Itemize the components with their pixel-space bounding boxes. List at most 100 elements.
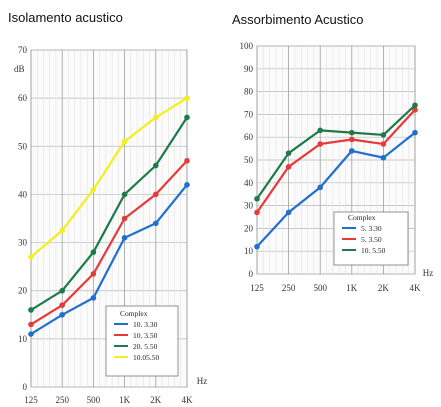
data-point <box>28 331 34 337</box>
series-line <box>30 97 188 258</box>
y-tick-label: 90 <box>244 64 254 74</box>
data-point <box>349 148 355 154</box>
data-point <box>28 321 34 328</box>
y-tick-label: 70 <box>18 45 28 55</box>
data-point <box>90 186 97 193</box>
data-point <box>153 162 159 169</box>
x-tick-label: 125 <box>250 283 264 293</box>
y-axis-label: dB <box>14 64 25 74</box>
y-tick-label: 60 <box>18 93 28 103</box>
data-point <box>412 107 418 113</box>
data-point <box>349 136 355 143</box>
series-line <box>256 104 416 200</box>
data-point <box>254 195 260 202</box>
data-point <box>184 182 190 188</box>
x-axis-label: Hz <box>197 376 208 386</box>
x-tick-label: 500 <box>313 283 327 293</box>
data-point <box>184 157 190 164</box>
data-point <box>317 127 324 134</box>
y-tick-label: 70 <box>244 109 254 119</box>
y-tick-label: 0 <box>249 269 254 279</box>
data-point <box>380 141 387 147</box>
legend-label: 5. 3.30 <box>361 224 382 233</box>
data-point <box>380 154 387 161</box>
data-point <box>349 129 355 136</box>
data-point <box>317 184 324 191</box>
legend-title: Complex <box>348 213 376 222</box>
data-point <box>59 311 65 318</box>
data-point <box>28 254 34 260</box>
x-tick-label: 250 <box>282 283 296 293</box>
legend-label: 10. 5.50 <box>361 246 386 255</box>
series-line <box>30 184 188 335</box>
y-tick-label: 40 <box>18 189 28 199</box>
series-line <box>30 159 188 326</box>
x-tick-label: 125 <box>24 395 38 405</box>
y-tick-label: 40 <box>244 178 254 188</box>
data-point <box>380 132 387 138</box>
y-tick-label: 30 <box>18 238 28 248</box>
data-point <box>59 302 65 308</box>
chart-isolamento: Isolamento acustico 0 10 20 30 40 50 60 70 125 250… <box>8 10 207 405</box>
data-point <box>90 271 97 277</box>
data-point <box>254 209 260 216</box>
chart-title: Isolamento acustico <box>8 10 123 25</box>
data-point <box>59 227 65 234</box>
y-tick-label: 60 <box>244 132 254 142</box>
y-tick-label: 30 <box>244 201 254 211</box>
legend-title: Complex <box>120 309 148 318</box>
legend: Complex 5. 3.30 5. 3.50 10. 5.50 <box>333 211 409 266</box>
series-line <box>30 116 188 311</box>
y-tick-label: 10 <box>18 334 28 344</box>
data-point <box>90 249 97 255</box>
x-tick-label: 2K <box>150 395 162 405</box>
legend-label: 20. 5.50 <box>133 342 158 351</box>
y-tick-label: 80 <box>244 87 254 97</box>
legend-label: 10. 3.30 <box>133 320 158 329</box>
data-point <box>121 191 128 198</box>
x-tick-label: 1K <box>119 395 131 405</box>
data-point <box>59 287 65 294</box>
series-line <box>256 109 416 214</box>
data-point <box>285 209 292 216</box>
data-point <box>412 102 418 109</box>
data-point <box>412 129 418 136</box>
y-tick-label: 100 <box>240 41 254 51</box>
series-line <box>256 131 416 248</box>
x-tick-label: 2K <box>378 283 390 293</box>
x-tick-label: 500 <box>87 395 101 405</box>
chart-assorbimento: Assorbimento Acustico 0 10 20 30 40 50 60 70 80 90… <box>232 12 433 293</box>
legend-label: 10.05.50 <box>133 353 160 362</box>
legend-label: 10. 3.50 <box>133 331 158 340</box>
x-axis-label: Hz <box>423 268 434 278</box>
data-point <box>285 150 292 156</box>
y-tick-label: 20 <box>18 286 28 296</box>
data-point <box>121 234 128 241</box>
data-point <box>153 220 159 227</box>
data-point <box>184 114 190 121</box>
y-tick-label: 0 <box>23 382 28 392</box>
y-tick-label: 20 <box>244 223 254 233</box>
data-point <box>153 114 159 121</box>
y-tick-label: 50 <box>244 155 254 165</box>
legend-box <box>105 305 179 377</box>
x-tick-label: 4K <box>410 283 422 293</box>
y-tick-label: 50 <box>18 141 28 151</box>
data-point <box>285 164 292 170</box>
legend: Complex 10. 3.30 10. 3.50 20. 5.50 10.05.50 <box>105 305 179 377</box>
x-tick-label: 1K <box>346 283 358 293</box>
data-point <box>317 141 324 147</box>
data-point <box>254 243 260 250</box>
data-point <box>121 138 128 145</box>
x-tick-label: 4K <box>182 395 194 405</box>
data-point <box>153 191 159 198</box>
x-tick-label: 250 <box>55 395 69 405</box>
chart-title: Assorbimento Acustico <box>232 12 364 27</box>
y-tick-label: 10 <box>244 246 254 256</box>
data-point <box>90 295 97 301</box>
data-point <box>28 307 34 313</box>
data-point <box>121 215 128 222</box>
legend-label: 5. 3.50 <box>361 235 382 244</box>
data-point <box>184 95 190 101</box>
